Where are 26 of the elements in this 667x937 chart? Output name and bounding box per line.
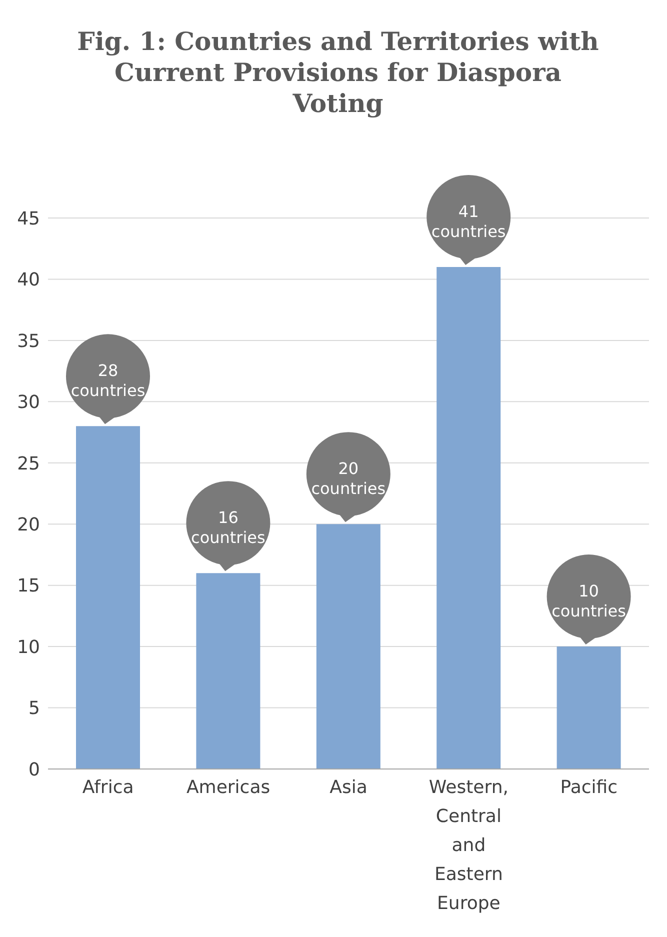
y-tick-label: 0 [28, 759, 40, 780]
bar [316, 524, 380, 769]
x-tick-label: Africa [82, 777, 134, 798]
data-label: 16 countries [191, 508, 266, 548]
data-label: 41 countries [431, 202, 506, 241]
y-tick-label: 25 [17, 453, 40, 474]
x-tick-label: Pacific [560, 777, 618, 798]
y-tick-label: 30 [17, 392, 40, 414]
x-tick-label: Americas [186, 777, 270, 798]
chart-title: Fig. 1: Countries and Territories with Current Provisions for Diaspora Voting [76, 26, 600, 119]
y-tick-label: 20 [17, 514, 40, 536]
data-label: 20 countries [311, 459, 386, 498]
data-label: 10 countries [552, 582, 626, 621]
y-tick-label: 40 [17, 270, 40, 291]
x-tick-label: Western, Central and Eastern Europe [428, 777, 508, 914]
x-tick-label: Asia [330, 777, 368, 798]
y-tick-label: 15 [17, 576, 40, 597]
bar [436, 266, 501, 769]
y-tick-label: 35 [17, 330, 40, 352]
data-label: 28 countries [70, 361, 146, 400]
y-tick-label: 5 [28, 698, 40, 720]
y-tick-label: 45 [17, 208, 40, 230]
bar [556, 646, 621, 769]
bar [196, 573, 260, 769]
bar [76, 426, 140, 769]
y-tick-label: 10 [17, 636, 40, 658]
